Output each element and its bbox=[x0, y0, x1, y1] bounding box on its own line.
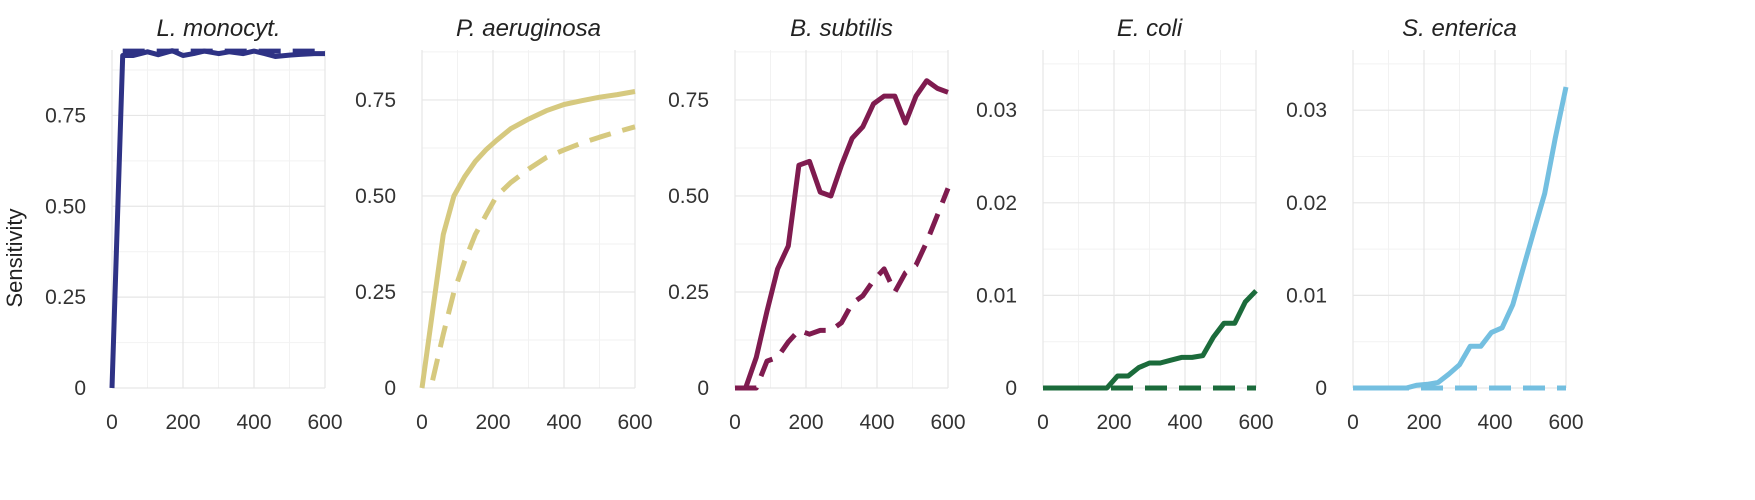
y-tick-label: 0.03 bbox=[976, 99, 1017, 122]
y-tick-label: 0.50 bbox=[668, 185, 709, 208]
panel-title: L. monocyt. bbox=[156, 15, 280, 42]
panel-4: 0 200 400 600 0 0.01 0.02 0.03 E. coli bbox=[976, 15, 1273, 434]
panel-3: 0 200 400 600 0 0.25 0.50 0.75 B. subtilis bbox=[668, 15, 965, 434]
x-tick-label: 0 bbox=[106, 411, 118, 434]
panels: 0 200 400 600 0 0.25 0.50 0.75 L. monocyt. 0 200 40… bbox=[45, 15, 1583, 434]
y-tick-label: 0.25 bbox=[45, 286, 86, 309]
series-group bbox=[1353, 86, 1569, 391]
x-tick-label: 600 bbox=[1548, 411, 1583, 434]
x-tick-label: 0 bbox=[1037, 411, 1049, 434]
x-tick-label: 400 bbox=[1477, 411, 1512, 434]
x-tick-label: 200 bbox=[475, 411, 510, 434]
y-tick-label: 0.50 bbox=[45, 195, 86, 218]
dashed-series-line bbox=[430, 124, 636, 381]
panel-title: S. enterica bbox=[1402, 15, 1517, 42]
x-tick-label: 600 bbox=[1238, 411, 1273, 434]
x-tick-label: 0 bbox=[1347, 411, 1359, 434]
series-group bbox=[1043, 289, 1258, 391]
y-tick-label: 0 bbox=[384, 377, 396, 400]
x-tick-label: 400 bbox=[546, 411, 581, 434]
y-tick-label: 0.75 bbox=[45, 104, 86, 127]
solid-series-line bbox=[735, 78, 949, 391]
y-tick-label: 0.75 bbox=[668, 89, 709, 112]
x-tick-label: 400 bbox=[1167, 411, 1202, 434]
y-tick-label: 0.01 bbox=[1286, 284, 1327, 307]
x-tick-label: 600 bbox=[617, 411, 652, 434]
panel-title: E. coli bbox=[1117, 15, 1183, 42]
series-group bbox=[419, 89, 636, 389]
panel-1: 0 200 400 600 0 0.25 0.50 0.75 L. monocyt. bbox=[45, 15, 342, 434]
y-tick-label: 0.02 bbox=[1286, 192, 1327, 215]
x-tick-label: 200 bbox=[1096, 411, 1131, 434]
y-axis-title: Sensitivity bbox=[2, 208, 27, 307]
y-tick-label: 0.03 bbox=[1286, 99, 1327, 122]
y-tick-label: 0 bbox=[1005, 377, 1017, 400]
y-tick-label: 0.01 bbox=[976, 284, 1017, 307]
x-tick-label: 400 bbox=[859, 411, 894, 434]
series-group bbox=[109, 48, 325, 389]
x-tick-label: 600 bbox=[930, 411, 965, 434]
x-tick-label: 200 bbox=[1406, 411, 1441, 434]
y-tick-label: 0 bbox=[1315, 377, 1327, 400]
y-tick-label: 0.75 bbox=[355, 89, 396, 112]
x-tick-label: 200 bbox=[165, 411, 200, 434]
panel-title: B. subtilis bbox=[790, 15, 893, 42]
x-tick-label: 0 bbox=[416, 411, 428, 434]
y-tick-label: 0 bbox=[697, 377, 709, 400]
panel-title: P. aeruginosa bbox=[456, 15, 601, 42]
x-tick-label: 0 bbox=[729, 411, 741, 434]
panel-5: 0 200 400 600 0 0.01 0.02 0.03 S. enterica bbox=[1286, 15, 1583, 434]
x-tick-label: 400 bbox=[236, 411, 271, 434]
series-group bbox=[735, 78, 951, 391]
y-tick-label: 0 bbox=[74, 377, 86, 400]
panel-2: 0 200 400 600 0 0.25 0.50 0.75 P. aeruginosa bbox=[355, 15, 652, 434]
y-tick-label: 0.25 bbox=[355, 281, 396, 304]
x-tick-label: 600 bbox=[307, 411, 342, 434]
solid-series-line bbox=[109, 48, 325, 389]
solid-series-line bbox=[419, 89, 636, 389]
y-tick-label: 0.02 bbox=[976, 192, 1017, 215]
y-tick-label: 0.50 bbox=[355, 185, 396, 208]
y-tick-label: 0.25 bbox=[668, 281, 709, 304]
x-tick-label: 200 bbox=[788, 411, 823, 434]
dashed-series-line bbox=[735, 187, 951, 391]
